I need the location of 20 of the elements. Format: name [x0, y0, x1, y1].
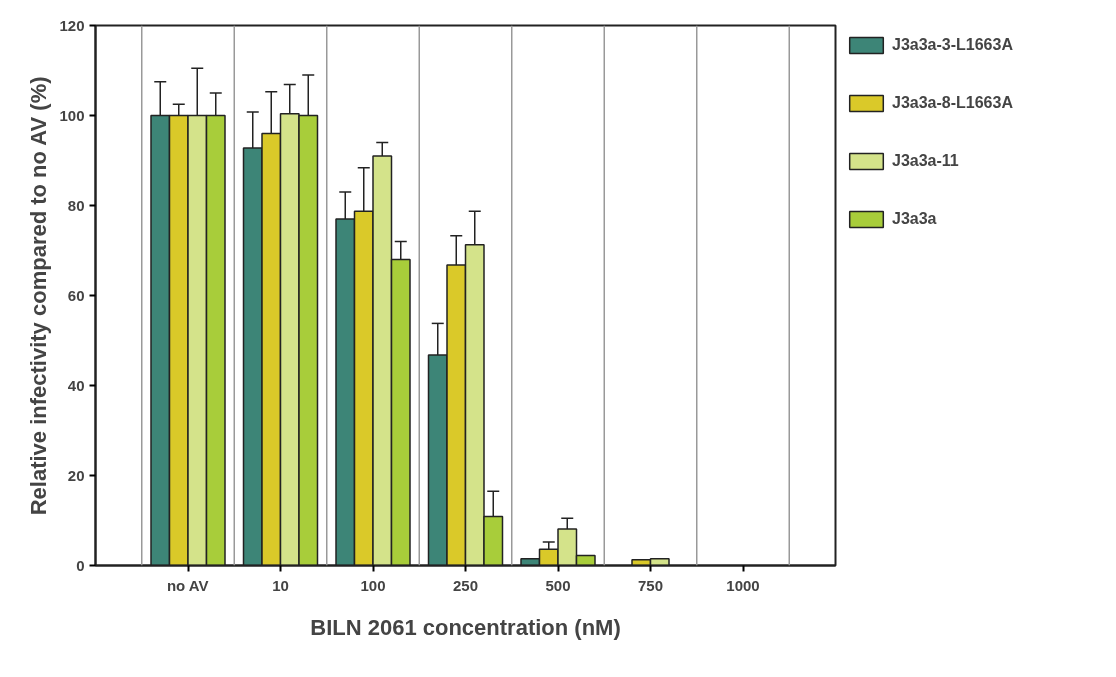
x-tick-label: 500	[545, 576, 571, 594]
y-tick-label: 100	[59, 106, 85, 124]
x-tick-label: 100	[360, 576, 386, 594]
y-axis-title: Relative infectivity compared to no AV (%)	[26, 76, 52, 516]
y-tick-label: 40	[67, 376, 85, 394]
legend-label: J3a3a-8-L1663A	[892, 94, 1013, 112]
legend-label: J3a3a	[892, 210, 937, 228]
x-axis-title: BILN 2061 concentration (nM)	[310, 614, 621, 640]
y-tick-label: 80	[67, 196, 85, 214]
y-tick-label: 0	[76, 556, 85, 574]
y-tick-label: 60	[67, 286, 85, 304]
legend-label: J3a3a-3-L1663A	[892, 36, 1013, 54]
y-tick-label: 20	[67, 466, 85, 484]
x-tick-label: 1000	[726, 576, 760, 594]
x-tick-label: no AV	[166, 576, 209, 594]
x-tick-label: 750	[637, 576, 664, 594]
legend-label: J3a3a-11	[892, 152, 959, 170]
x-tick-label: 10	[272, 576, 289, 594]
x-tick-label: 250	[452, 576, 479, 594]
y-tick-label: 120	[59, 16, 85, 34]
